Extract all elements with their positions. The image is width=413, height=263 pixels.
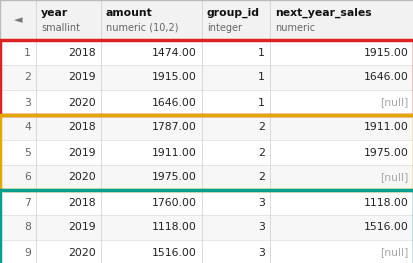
Text: [null]: [null]	[380, 98, 408, 108]
Text: numeric (10,2): numeric (10,2)	[106, 23, 178, 33]
Text: 1911.00: 1911.00	[152, 148, 197, 158]
Bar	[0, 90, 413, 115]
Text: numeric: numeric	[274, 23, 314, 33]
Text: 1760.00: 1760.00	[152, 198, 197, 208]
Text: 1911.00: 1911.00	[363, 123, 408, 133]
Bar	[0, 190, 413, 263]
Text: ◄: ◄	[14, 15, 22, 25]
Text: year: year	[41, 8, 68, 18]
Text: amount: amount	[106, 8, 152, 18]
Text: 1118.00: 1118.00	[363, 198, 408, 208]
Bar	[0, 190, 413, 215]
Text: 1474.00: 1474.00	[152, 48, 197, 58]
Text: 2019: 2019	[68, 73, 96, 83]
Text: 1646.00: 1646.00	[152, 98, 197, 108]
Text: [null]: [null]	[380, 173, 408, 183]
Text: 2: 2	[257, 123, 264, 133]
Text: 2020: 2020	[68, 98, 96, 108]
Bar	[0, 140, 413, 165]
Text: 1915.00: 1915.00	[152, 73, 197, 83]
Bar	[0, 65, 413, 90]
Text: next_year_sales: next_year_sales	[274, 8, 371, 18]
Text: 3: 3	[257, 222, 264, 232]
Text: 1646.00: 1646.00	[363, 73, 408, 83]
Bar	[0, 115, 413, 140]
Text: 2: 2	[24, 73, 31, 83]
Text: 1: 1	[24, 48, 31, 58]
Text: integer: integer	[206, 23, 242, 33]
Text: smallint: smallint	[41, 23, 80, 33]
Text: 1118.00: 1118.00	[152, 222, 197, 232]
Text: 7: 7	[24, 198, 31, 208]
Text: 1787.00: 1787.00	[152, 123, 197, 133]
Text: 1975.00: 1975.00	[363, 148, 408, 158]
Text: 1: 1	[257, 73, 264, 83]
Text: 1975.00: 1975.00	[152, 173, 197, 183]
Text: 6: 6	[24, 173, 31, 183]
Text: 2020: 2020	[68, 247, 96, 257]
Bar	[0, 215, 413, 240]
Bar	[0, 240, 413, 263]
Text: 9: 9	[24, 247, 31, 257]
Text: 1516.00: 1516.00	[363, 222, 408, 232]
Text: 3: 3	[24, 98, 31, 108]
Text: 2018: 2018	[68, 198, 96, 208]
Bar	[0, 40, 413, 115]
Text: 2018: 2018	[68, 123, 96, 133]
Text: 2020: 2020	[68, 173, 96, 183]
Bar	[0, 40, 413, 65]
Text: group_id: group_id	[206, 8, 259, 18]
Text: 5: 5	[24, 148, 31, 158]
Bar	[0, 165, 413, 190]
Text: 2019: 2019	[68, 222, 96, 232]
Text: 1: 1	[257, 48, 264, 58]
Text: 2019: 2019	[68, 148, 96, 158]
Text: 1516.00: 1516.00	[152, 247, 197, 257]
Bar	[0, 115, 413, 190]
Text: 2: 2	[257, 173, 264, 183]
Text: 1915.00: 1915.00	[363, 48, 408, 58]
Text: 3: 3	[257, 198, 264, 208]
Text: 2018: 2018	[68, 48, 96, 58]
Text: 3: 3	[257, 247, 264, 257]
Text: 1: 1	[257, 98, 264, 108]
Text: 4: 4	[24, 123, 31, 133]
Bar	[0, 0, 413, 40]
Text: [null]: [null]	[380, 247, 408, 257]
Text: 2: 2	[257, 148, 264, 158]
Text: 8: 8	[24, 222, 31, 232]
